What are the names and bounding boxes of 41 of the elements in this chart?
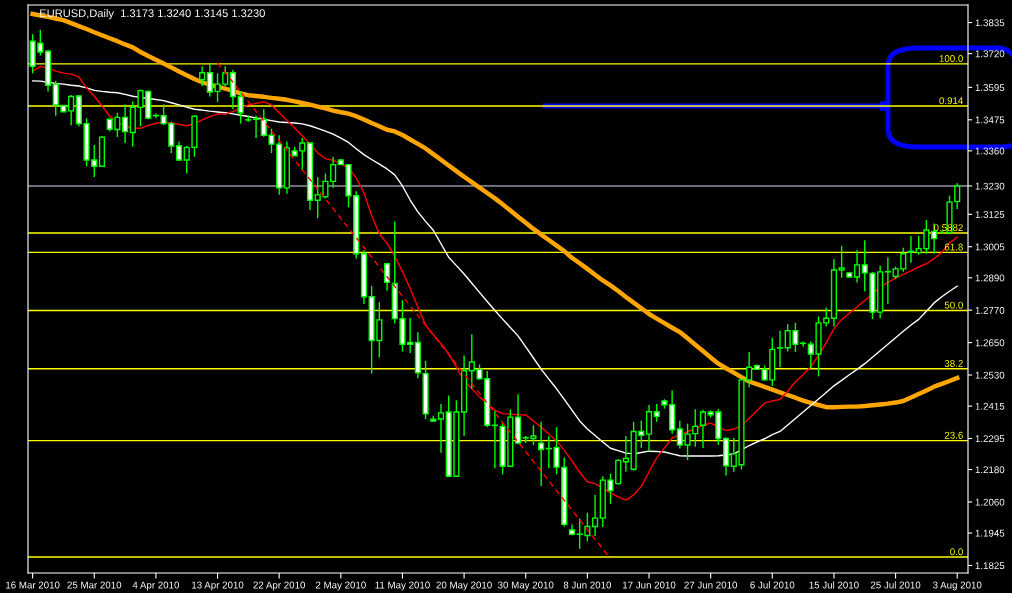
y-tick-label: 1.1945 <box>975 529 1005 537</box>
x-tick-label: 20 May 2010 <box>436 581 492 591</box>
y-tick-label: 1.3720 <box>975 50 1005 58</box>
x-tick-label: 30 May 2010 <box>498 581 554 591</box>
y-tick-label: 1.2770 <box>975 306 1005 314</box>
x-tick-label: 27 Jun 2010 <box>684 581 738 589</box>
y-tick-label: 1.3230 <box>975 182 1005 190</box>
y-tick-label: 1.2890 <box>975 274 1005 282</box>
x-tick-label: 6 Jul 2010 <box>750 581 795 589</box>
y-tick-label: 1.2650 <box>975 339 1005 347</box>
y-tick-label: 1.3360 <box>975 147 1005 155</box>
x-tick-label: 4 Apr 2010 <box>132 581 180 591</box>
x-tick-label: 22 Apr 2010 <box>253 581 306 591</box>
y-tick-label: 1.2415 <box>975 402 1005 410</box>
y-tick-label: 1.1825 <box>975 562 1005 570</box>
y-tick-label: 1.3475 <box>975 116 1005 124</box>
x-tick-label: 2 May 2010 <box>315 581 366 591</box>
annotation: 38.2 <box>944 360 963 367</box>
x-tick-label: 25 Mar 2010 <box>67 581 122 589</box>
y-tick-label: 1.2530 <box>975 371 1005 379</box>
annotation: 100.0 <box>939 55 963 62</box>
x-tick-label: 11 May 2010 <box>375 581 430 591</box>
annotation: 0.0 <box>950 548 963 556</box>
x-tick-label: 15 Jul 2010 <box>809 581 859 589</box>
chart-title: EURUSD,Daily 1.3173 1.3240 1.3145 1.3230 <box>40 8 265 20</box>
x-tick-label: 25 Jul 2010 <box>870 581 921 589</box>
x-tick-label: 16 Mar 2010 <box>6 581 60 589</box>
x-tick-label: 17 Jun 2010 <box>623 581 676 589</box>
x-tick-label: 13 Apr 2010 <box>192 581 244 591</box>
annotation: 23.6 <box>944 431 963 439</box>
annotation: 50.0 <box>944 301 963 309</box>
x-tick-label: 8 Jun 2010 <box>563 581 612 589</box>
y-tick-label: 1.2180 <box>975 466 1005 474</box>
y-tick-label: 1.2060 <box>975 498 1005 506</box>
y-tick-label: 1.3125 <box>975 211 1005 218</box>
annotation: 0.914 <box>939 97 964 105</box>
x-tick-label: 3 Aug 2010 <box>932 581 982 591</box>
y-tick-label: 1.3595 <box>975 84 1005 91</box>
y-tick-label: 1.3005 <box>975 243 1005 251</box>
y-tick-label: 1.2295 <box>975 435 1005 443</box>
y-tick-label: 1.3835 <box>975 19 1005 27</box>
